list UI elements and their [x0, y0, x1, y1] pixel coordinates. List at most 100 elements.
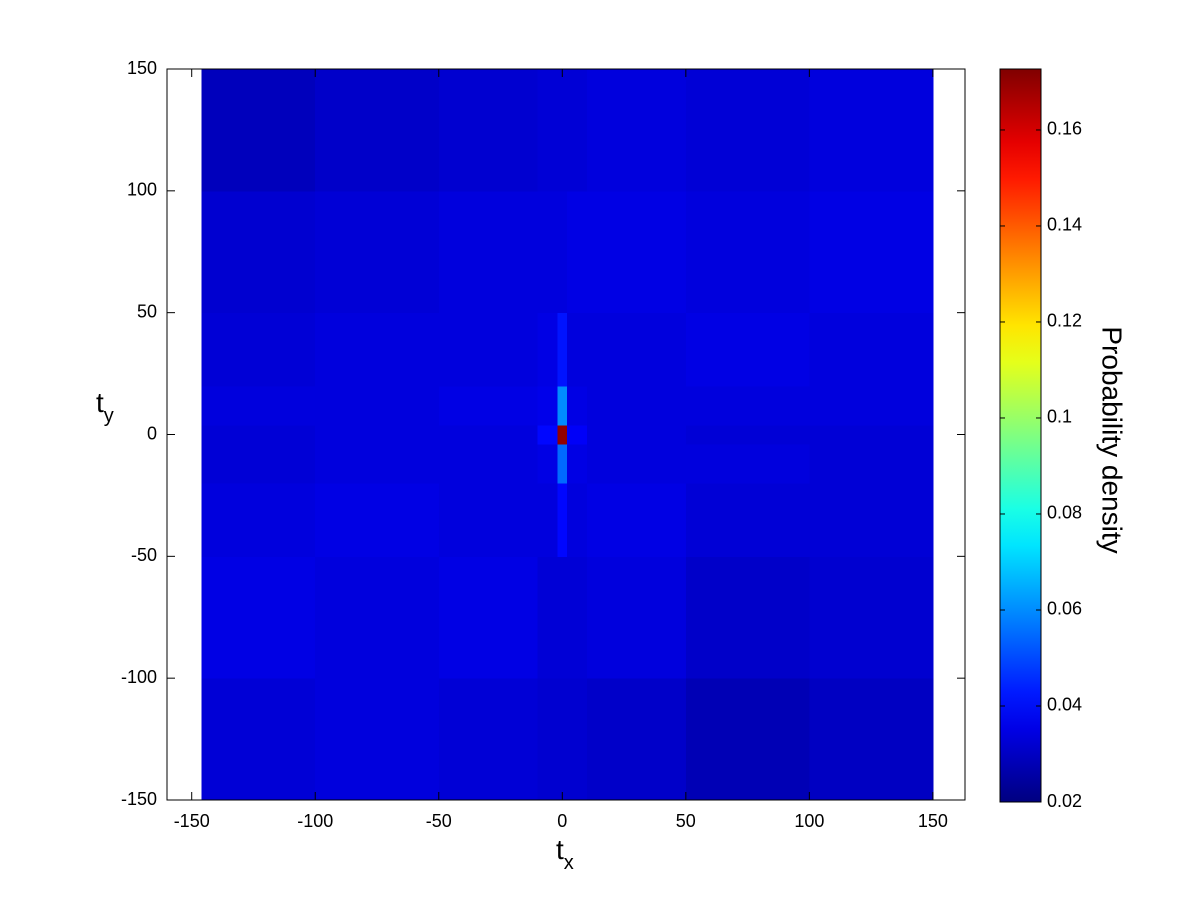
heatmap-cell: [537, 69, 558, 192]
heatmap-cell: [567, 424, 588, 445]
heatmap-cell: [438, 444, 539, 484]
x-axis-label-base: t: [556, 834, 564, 865]
x-axis-label-sub: x: [564, 852, 574, 874]
y-axis-label-sub: y: [104, 405, 114, 427]
heatmap-cell: [537, 190, 558, 314]
heatmap-cell: [201, 678, 316, 801]
heatmap-cell: [315, 190, 440, 314]
heatmap-cell: [685, 190, 810, 314]
heatmap-cell: [685, 483, 810, 557]
heatmap-cell: [315, 444, 440, 484]
colorbar-tick-label: 0.06: [1047, 599, 1082, 619]
heatmap: [201, 69, 934, 801]
heatmap-cell: [567, 678, 588, 801]
heatmap-cell: [537, 424, 558, 445]
heatmap-cell: [201, 312, 316, 387]
colorbar-tick-label: 0.04: [1047, 695, 1082, 715]
colorbar-tick-label: 0.02: [1047, 791, 1082, 811]
heatmap-cell: [685, 69, 810, 192]
heatmap-cell: [567, 312, 588, 387]
heatmap-cell: [587, 69, 687, 192]
heatmap-cell: [537, 556, 558, 679]
heatmap-cell: [809, 678, 934, 801]
heatmap-cell: [201, 483, 316, 557]
heatmap-cell: [315, 69, 440, 192]
heatmap-cell: [557, 385, 568, 426]
heatmap-cell: [438, 190, 539, 314]
y-tick-label: -100: [121, 667, 157, 687]
heatmap-cell: [557, 678, 568, 801]
heatmap-cell: [809, 424, 934, 445]
heatmap-cell: [557, 556, 568, 679]
x-axis-label: tx: [556, 834, 574, 874]
heatmap-cell: [557, 483, 568, 557]
heatmap-cell: [567, 190, 588, 314]
colorbar-tick-label: 0.08: [1047, 503, 1082, 523]
heatmap-cell: [438, 312, 539, 387]
x-tick-label: -50: [426, 811, 452, 831]
y-tick-label: 0: [147, 423, 157, 443]
heatmap-cell: [201, 556, 316, 679]
heatmap-cell: [567, 556, 588, 679]
x-tick-label: 50: [676, 811, 696, 831]
heatmap-cell: [438, 556, 539, 679]
heatmap-cell: [201, 385, 316, 426]
y-axis-label-base: t: [96, 387, 104, 418]
heatmap-cell: [809, 556, 934, 679]
heatmap-cell: [685, 424, 810, 445]
x-tick-label: 150: [918, 811, 948, 831]
heatmap-cell: [685, 312, 810, 387]
heatmap-cell: [587, 483, 687, 557]
heatmap-cell: [809, 69, 934, 192]
heatmap-cell: [537, 385, 558, 426]
colorbar-tick-label: 0.1: [1047, 407, 1072, 427]
y-axis-label: ty: [96, 387, 114, 427]
heatmap-cell: [557, 69, 568, 192]
heatmap-cell: [315, 483, 440, 557]
heatmap-cell: [201, 444, 316, 484]
heatmap-cell: [685, 678, 810, 801]
heatmap-cell: [567, 444, 588, 484]
x-tick-label: 100: [794, 811, 824, 831]
heatmap-cell: [685, 444, 810, 484]
heatmap-cell: [587, 312, 687, 387]
y-tick-label: -50: [131, 545, 157, 565]
heatmap-cell: [685, 556, 810, 679]
y-tick-label: 150: [127, 58, 157, 78]
y-tick-label: 50: [137, 301, 157, 321]
heatmap-cell: [438, 678, 539, 801]
colorbar-tick-label: 0.16: [1047, 119, 1082, 139]
heatmap-cell: [809, 483, 934, 557]
heatmap-cell: [537, 444, 558, 484]
x-tick-label: 0: [557, 811, 567, 831]
heatmap-cell: [537, 678, 558, 801]
heatmap-cell: [587, 385, 687, 426]
heatmap-cell: [315, 424, 440, 445]
heatmap-cell: [438, 424, 539, 445]
colorbar-label: Probability density: [1097, 326, 1128, 553]
heatmap-cell: [201, 424, 316, 445]
heatmap-cell: [557, 312, 568, 387]
x-tick-label: -150: [174, 811, 210, 831]
heatmap-cell: [809, 444, 934, 484]
heatmap-cell: [809, 312, 934, 387]
heatmap-cell: [537, 483, 558, 557]
heatmap-cell: [315, 385, 440, 426]
colorbar-tick-label: 0.14: [1047, 215, 1082, 235]
heatmap-cell: [587, 190, 687, 314]
heatmap-cell: [438, 69, 539, 192]
heatmap-cell: [201, 69, 316, 192]
heatmap-cell: [587, 444, 687, 484]
heatmap-cell: [809, 385, 934, 426]
heatmap-cell: [315, 678, 440, 801]
heatmap-cell: [201, 190, 316, 314]
colorbar-tick-label: 0.12: [1047, 311, 1082, 331]
heatmap-cell: [557, 424, 568, 445]
heatmap-cell: [315, 556, 440, 679]
heatmap-cell: [587, 424, 687, 445]
heatmap-cell: [587, 678, 687, 801]
heatmap-cell: [685, 385, 810, 426]
heatmap-cell: [537, 312, 558, 387]
heatmap-cell: [438, 385, 539, 426]
